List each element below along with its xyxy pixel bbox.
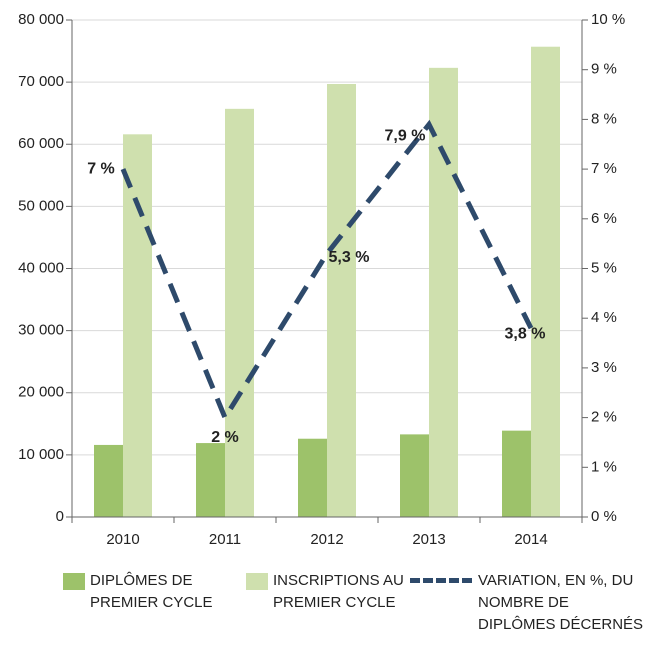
y-tick-label: 50 000 xyxy=(18,197,64,214)
data-label: 5,3 % xyxy=(329,249,370,266)
y2-tick-label: 6 % xyxy=(591,210,617,227)
data-label: 7,9 % xyxy=(385,128,426,145)
x-tick-label: 2010 xyxy=(106,531,139,548)
y2-tick-label: 3 % xyxy=(591,359,617,376)
y2-tick-label: 2 % xyxy=(591,409,617,426)
x-tick-label: 2014 xyxy=(514,531,547,548)
y2-tick-label: 10 % xyxy=(591,11,625,28)
bar xyxy=(502,430,531,517)
y-tick-label: 10 000 xyxy=(18,446,64,463)
chart: 0 10 000 20 000 30 000 40 000 50 000 60 000 70 … xyxy=(18,11,625,548)
bar xyxy=(531,46,560,518)
y-tick-label: 20 000 xyxy=(18,384,64,401)
y-tick-label: 70 000 xyxy=(18,73,64,90)
legend-swatch xyxy=(410,578,472,583)
bar xyxy=(94,444,123,517)
data-label: 3,8 % xyxy=(505,325,546,342)
y-tick-label: 60 000 xyxy=(18,135,64,152)
bar xyxy=(123,134,152,517)
y-tick-label: 40 000 xyxy=(18,259,64,276)
data-label: 2 % xyxy=(211,429,239,446)
x-tick-label: 2011 xyxy=(209,531,241,548)
y2-tick-label: 4 % xyxy=(591,309,617,326)
x-tick-label: 2013 xyxy=(412,531,445,548)
legend-label: INSCRIPTIONS AU PREMIER CYCLE xyxy=(273,572,404,611)
y2-tick-label: 7 % xyxy=(591,160,617,177)
y2-tick-label: 8 % xyxy=(591,110,617,127)
legend-label: DIPLÔMES DE PREMIER CYCLE xyxy=(90,572,213,611)
legend-swatch xyxy=(63,573,85,590)
y2-tick-label: 1 % xyxy=(591,458,617,475)
y-tick-label: 30 000 xyxy=(18,322,64,339)
x-tick-label: 2012 xyxy=(310,531,343,548)
bar xyxy=(196,443,225,517)
y2-tick-label: 9 % xyxy=(591,61,617,78)
data-label: 7 % xyxy=(87,160,115,177)
bar xyxy=(429,67,458,518)
y2-tick-label: 0 % xyxy=(591,508,617,525)
y-tick-label: 0 xyxy=(56,508,64,525)
legend-swatch xyxy=(246,573,268,590)
bar xyxy=(298,438,327,517)
bar xyxy=(327,83,356,518)
y-tick-label: 80 000 xyxy=(18,11,64,28)
legend-label: VARIATION, EN %, DU NOMBRE DE DIPLÔMES D… xyxy=(478,572,644,633)
bar xyxy=(225,108,254,518)
y2-tick-label: 5 % xyxy=(591,259,617,276)
bar xyxy=(400,434,429,517)
